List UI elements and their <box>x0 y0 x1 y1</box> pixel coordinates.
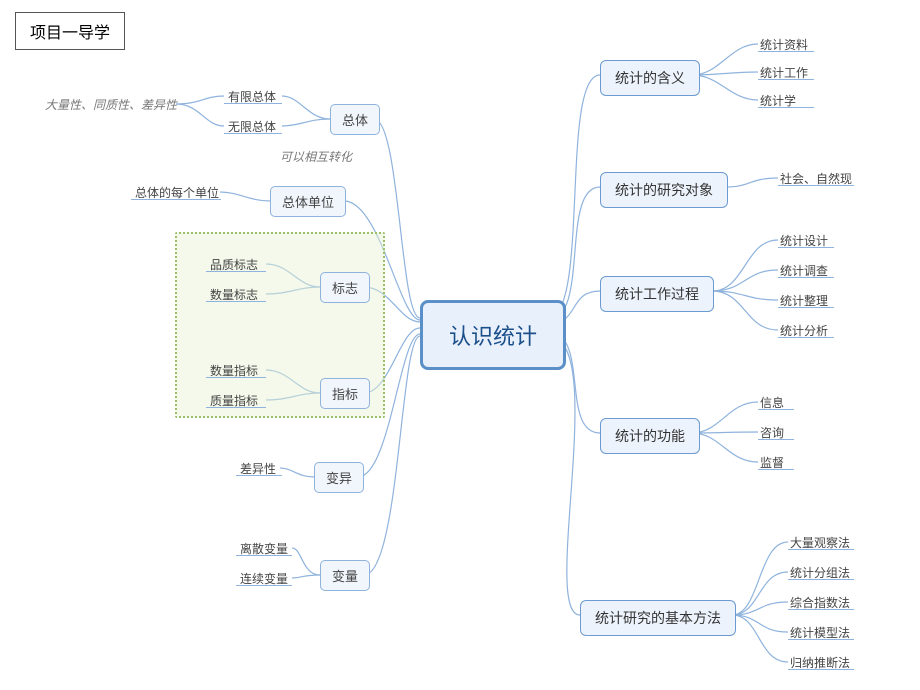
annotation-zongti-below: 可以相互转化 <box>280 148 352 165</box>
node-zongti[interactable]: 总体 <box>330 104 380 135</box>
node-fangfa[interactable]: 统计研究的基本方法 <box>580 600 736 636</box>
node-guocheng[interactable]: 统计工作过程 <box>600 276 714 312</box>
annotation-zongti-left: 大量性、同质性、差异性 <box>45 96 177 113</box>
center-node[interactable]: 认识统计 <box>420 300 566 370</box>
node-bianyi[interactable]: 变异 <box>314 462 364 493</box>
page-title: 项目一导学 <box>15 12 125 50</box>
node-zongti-danwei[interactable]: 总体单位 <box>270 186 346 217</box>
node-hanyi[interactable]: 统计的含义 <box>600 60 700 96</box>
node-duixiang[interactable]: 统计的研究对象 <box>600 172 728 208</box>
node-zhibiao[interactable]: 指标 <box>320 378 370 409</box>
node-gongneng[interactable]: 统计的功能 <box>600 418 700 454</box>
node-biaozhi[interactable]: 标志 <box>320 272 370 303</box>
node-bianliang[interactable]: 变量 <box>320 560 370 591</box>
